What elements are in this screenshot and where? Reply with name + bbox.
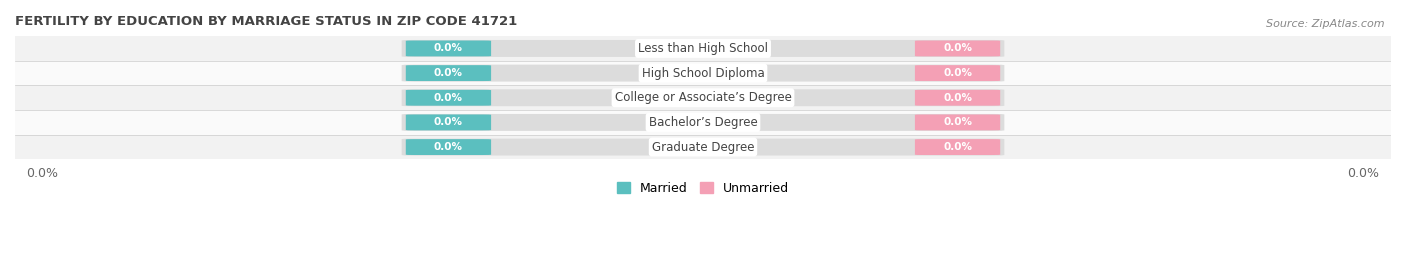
Text: High School Diploma: High School Diploma — [641, 66, 765, 80]
Text: College or Associate’s Degree: College or Associate’s Degree — [614, 91, 792, 104]
Text: 0.0%: 0.0% — [434, 117, 463, 127]
FancyBboxPatch shape — [915, 65, 1000, 81]
Text: 0.0%: 0.0% — [434, 68, 463, 78]
Text: 0.0%: 0.0% — [943, 43, 972, 53]
FancyBboxPatch shape — [402, 114, 1004, 131]
Text: Less than High School: Less than High School — [638, 42, 768, 55]
Bar — [15, 61, 1391, 85]
Text: 0.0%: 0.0% — [434, 142, 463, 152]
FancyBboxPatch shape — [402, 40, 1004, 57]
FancyBboxPatch shape — [406, 90, 491, 106]
Text: 0.0%: 0.0% — [943, 93, 972, 103]
FancyBboxPatch shape — [915, 139, 1000, 155]
FancyBboxPatch shape — [406, 139, 491, 155]
Text: 0.0%: 0.0% — [434, 43, 463, 53]
FancyBboxPatch shape — [402, 65, 1004, 81]
Text: Graduate Degree: Graduate Degree — [652, 140, 754, 154]
Bar — [15, 135, 1391, 159]
FancyBboxPatch shape — [915, 40, 1000, 56]
FancyBboxPatch shape — [915, 90, 1000, 106]
Text: Bachelor’s Degree: Bachelor’s Degree — [648, 116, 758, 129]
FancyBboxPatch shape — [402, 139, 1004, 155]
Bar — [15, 36, 1391, 61]
Text: 0.0%: 0.0% — [943, 117, 972, 127]
Text: FERTILITY BY EDUCATION BY MARRIAGE STATUS IN ZIP CODE 41721: FERTILITY BY EDUCATION BY MARRIAGE STATU… — [15, 15, 517, 28]
Text: 0.0%: 0.0% — [943, 142, 972, 152]
Legend: Married, Unmarried: Married, Unmarried — [612, 177, 794, 200]
Bar — [15, 85, 1391, 110]
Text: 0.0%: 0.0% — [434, 93, 463, 103]
Text: 0.0%: 0.0% — [943, 68, 972, 78]
FancyBboxPatch shape — [406, 114, 491, 130]
FancyBboxPatch shape — [402, 89, 1004, 106]
FancyBboxPatch shape — [406, 65, 491, 81]
FancyBboxPatch shape — [406, 40, 491, 56]
Bar — [15, 110, 1391, 135]
FancyBboxPatch shape — [915, 114, 1000, 130]
Text: Source: ZipAtlas.com: Source: ZipAtlas.com — [1267, 19, 1385, 29]
